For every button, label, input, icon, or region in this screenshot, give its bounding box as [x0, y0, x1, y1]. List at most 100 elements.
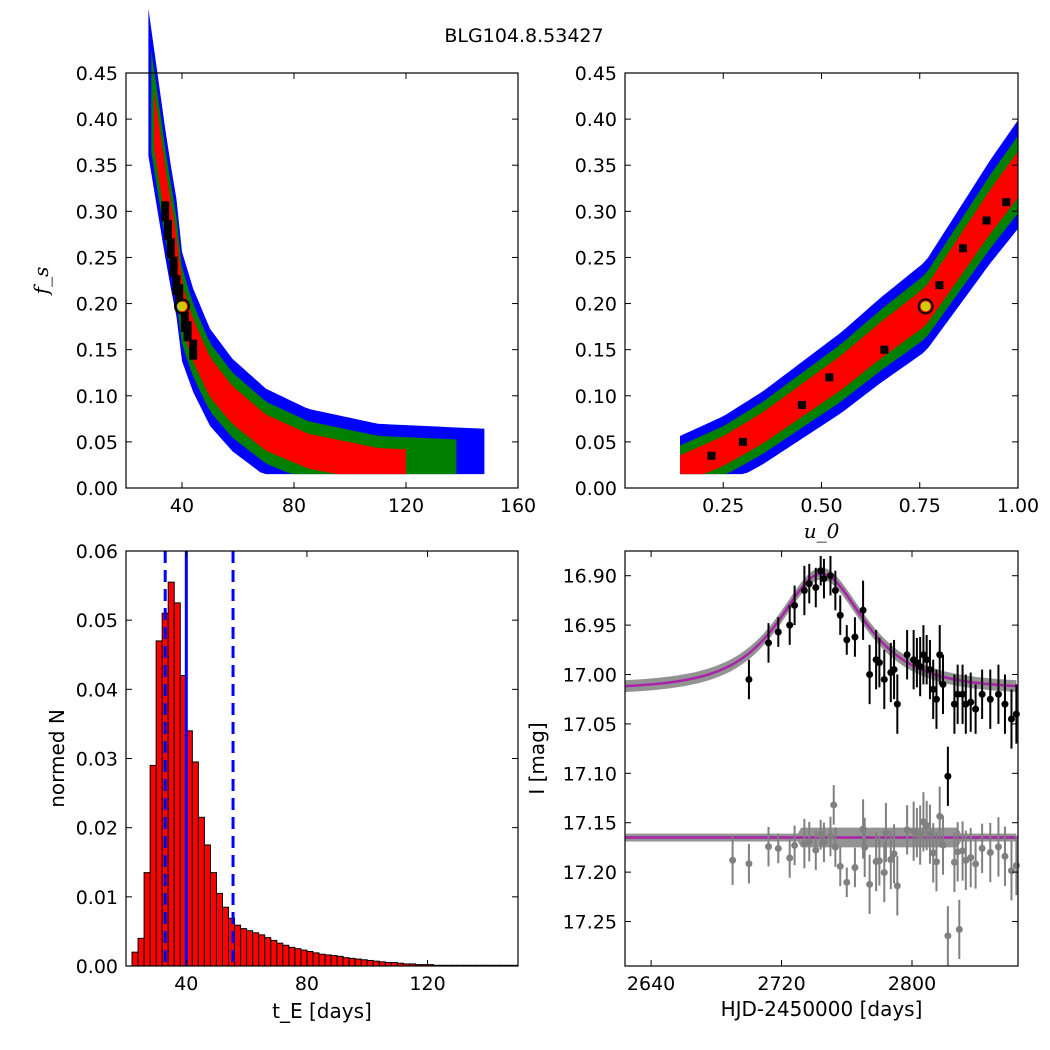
chain-cell	[982, 216, 991, 225]
histogram-bar	[324, 954, 332, 967]
residual-point	[812, 846, 820, 854]
y-tick-label: 0.30	[76, 201, 118, 223]
chain-cell	[738, 437, 747, 446]
x-tick-label: 2800	[888, 973, 936, 995]
chain-cell	[183, 321, 192, 342]
residual-point	[978, 844, 986, 852]
data-point	[880, 675, 888, 683]
residual-point	[836, 862, 844, 870]
contour-1sigma	[680, 151, 1018, 475]
residual-point	[926, 830, 934, 838]
best-fit-marker-fill	[920, 301, 931, 312]
y-tick-label: 0.45	[76, 63, 118, 85]
data-point	[926, 666, 934, 674]
data-point	[986, 695, 994, 703]
histogram-bar	[336, 955, 344, 967]
histogram-bar	[276, 942, 284, 967]
histogram-bar	[342, 957, 350, 967]
histogram-bar	[288, 946, 296, 967]
residual-point	[932, 858, 940, 866]
histogram-bar	[149, 764, 157, 967]
panel-te-fs: 40 80 120 160 0.00 0.05 0.10 0.15 0.20 0.25 0.30 0.…	[29, 8, 536, 517]
residual-point	[866, 880, 874, 888]
histogram-bar	[209, 872, 217, 967]
data-point	[903, 651, 911, 659]
x-tick-label: 40	[174, 973, 198, 995]
y-axis-label: normed N	[45, 709, 69, 808]
histogram-bar	[167, 581, 175, 967]
x-axis-label: HJD-2450000 [days]	[721, 997, 923, 1021]
histogram-bar	[360, 959, 368, 967]
residual-point	[929, 849, 937, 857]
chain-cell	[797, 401, 806, 409]
contour-3sigma	[148, 8, 485, 475]
data-point	[954, 690, 962, 698]
residual-point	[830, 801, 838, 809]
y-tick-label: 0.05	[76, 432, 118, 454]
y-tick-label: 0.03	[76, 749, 118, 771]
histogram-bar	[197, 816, 205, 967]
histogram-bar	[312, 952, 320, 967]
residual-point	[851, 863, 859, 871]
data-point	[950, 700, 958, 708]
residual-point	[831, 843, 839, 851]
data-points	[745, 555, 1020, 806]
y-tick-label: 0.25	[575, 247, 617, 269]
data-point	[805, 580, 813, 588]
histogram-bar	[264, 937, 272, 967]
x-tick-label: 1.00	[997, 495, 1039, 517]
data-point	[817, 567, 825, 575]
y-tick-label: 0.30	[575, 201, 617, 223]
y-tick-label: 17.25	[563, 912, 617, 934]
y-tick-label: 0.35	[575, 155, 617, 177]
figure-title: BLG104.8.53427	[444, 25, 603, 47]
contour-3sigma	[680, 120, 1018, 475]
residual-point	[843, 878, 851, 886]
best-fit-marker	[917, 298, 934, 315]
histogram-bar	[155, 640, 163, 967]
histogram-bar	[143, 872, 151, 967]
residual-point	[959, 847, 967, 855]
data-point	[967, 698, 975, 706]
x-tick-label: 160	[500, 495, 536, 517]
histogram-bar	[215, 892, 223, 967]
x-tick-label: 0.25	[702, 495, 744, 517]
data-point	[944, 772, 952, 780]
y-tick-label: 0.05	[575, 432, 617, 454]
data-point	[978, 690, 986, 698]
data-point	[826, 572, 834, 580]
y-tick-label: 17.00	[563, 665, 617, 687]
y-tick-label: 0.15	[76, 340, 118, 362]
data-point	[859, 606, 867, 614]
residual-point	[1007, 867, 1015, 875]
data-point	[786, 621, 794, 629]
histogram-bar	[282, 944, 290, 967]
residual-point	[861, 843, 869, 851]
histogram-bar	[318, 953, 326, 967]
residual-point	[774, 844, 782, 852]
data-point	[831, 587, 839, 595]
data-point	[939, 680, 947, 688]
y-tick-label: 0.00	[76, 478, 118, 500]
x-tick-label: 0.50	[800, 495, 842, 517]
histogram-bar	[306, 950, 314, 967]
residual-point	[791, 841, 799, 849]
histogram-bar	[330, 955, 338, 967]
x-tick-label: 120	[388, 495, 424, 517]
y-tick-label: 17.20	[563, 862, 617, 884]
residual-point	[903, 826, 911, 834]
data-point	[1001, 700, 1009, 708]
residual-point	[1012, 862, 1020, 870]
panel-lightcurve: 2640 2720 2800 16.90 16.95 17.00 17.05 17.10 17.…	[525, 550, 1020, 1021]
data-point	[916, 663, 924, 671]
residual-point	[955, 925, 963, 933]
y-tick-label: 0.10	[76, 386, 118, 408]
x-tick-label: 2720	[757, 973, 805, 995]
histogram-bar	[252, 932, 260, 967]
x-tick-label: 2640	[627, 973, 675, 995]
x-tick-label: 80	[295, 973, 319, 995]
contour-region	[680, 120, 1018, 475]
y-tick-label: 0.05	[76, 610, 118, 632]
residual-point	[939, 841, 947, 849]
